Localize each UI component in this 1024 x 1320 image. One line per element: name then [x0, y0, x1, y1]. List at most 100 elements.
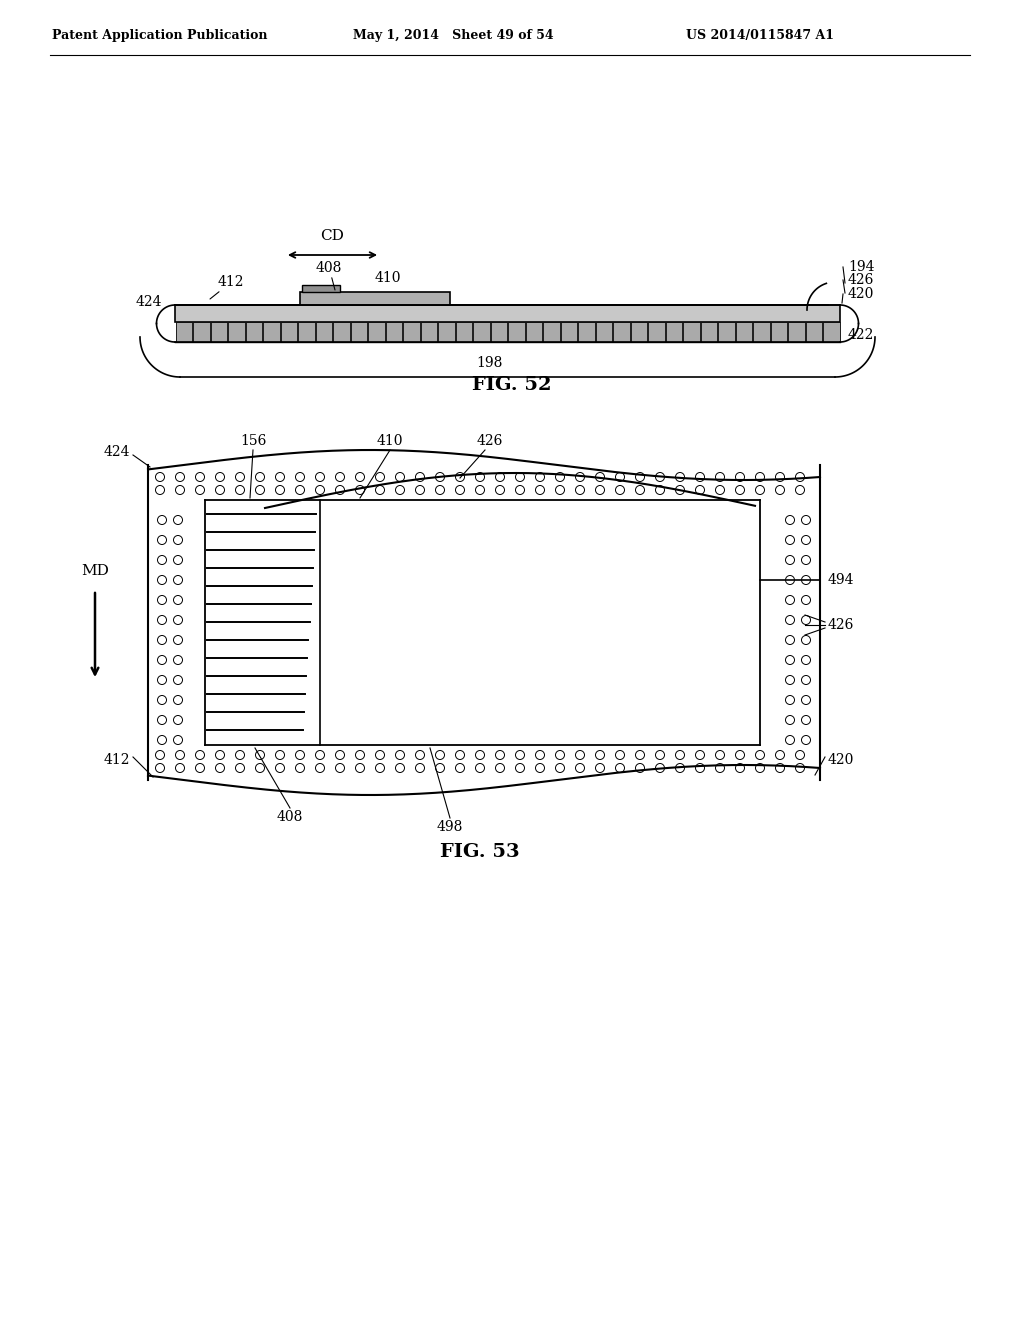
Circle shape	[785, 696, 795, 705]
Bar	[735, 322, 752, 342]
Circle shape	[456, 473, 465, 482]
Circle shape	[802, 556, 811, 565]
Bar	[193, 322, 210, 342]
Circle shape	[536, 763, 545, 772]
Circle shape	[175, 751, 184, 759]
Circle shape	[173, 656, 182, 664]
Circle shape	[296, 751, 304, 759]
Circle shape	[395, 763, 404, 772]
Circle shape	[615, 486, 625, 495]
Circle shape	[802, 715, 811, 725]
Bar	[302, 285, 340, 292]
Circle shape	[636, 751, 644, 759]
Text: 408: 408	[316, 261, 342, 290]
Bar	[560, 322, 577, 342]
Circle shape	[175, 473, 184, 482]
Circle shape	[156, 751, 165, 759]
Circle shape	[236, 763, 245, 772]
Circle shape	[575, 486, 585, 495]
Circle shape	[615, 473, 625, 482]
Circle shape	[802, 576, 811, 585]
Circle shape	[256, 763, 264, 772]
Circle shape	[215, 751, 224, 759]
Text: 156: 156	[240, 434, 266, 447]
Circle shape	[315, 751, 325, 759]
Text: 498: 498	[437, 820, 463, 834]
Circle shape	[158, 576, 167, 585]
Circle shape	[173, 536, 182, 544]
Text: 494: 494	[828, 573, 854, 587]
Circle shape	[802, 696, 811, 705]
Circle shape	[785, 516, 795, 524]
Circle shape	[355, 763, 365, 772]
Circle shape	[716, 763, 725, 772]
Bar	[385, 322, 402, 342]
Circle shape	[173, 715, 182, 725]
Bar	[300, 292, 450, 305]
Bar	[368, 322, 384, 342]
Circle shape	[456, 486, 465, 495]
Circle shape	[536, 486, 545, 495]
Circle shape	[756, 763, 765, 772]
Circle shape	[555, 751, 564, 759]
Circle shape	[555, 763, 564, 772]
Circle shape	[196, 486, 205, 495]
Circle shape	[555, 473, 564, 482]
Circle shape	[802, 536, 811, 544]
Circle shape	[156, 473, 165, 482]
Circle shape	[785, 536, 795, 544]
Circle shape	[802, 595, 811, 605]
Bar	[421, 322, 437, 342]
Text: 426: 426	[828, 618, 854, 632]
Circle shape	[775, 763, 784, 772]
Circle shape	[785, 715, 795, 725]
Bar	[823, 322, 840, 342]
Circle shape	[236, 473, 245, 482]
Circle shape	[756, 486, 765, 495]
Circle shape	[336, 486, 344, 495]
Circle shape	[785, 676, 795, 685]
Text: 420: 420	[828, 752, 854, 767]
Bar	[438, 322, 455, 342]
Bar	[788, 322, 805, 342]
Circle shape	[173, 696, 182, 705]
Circle shape	[395, 751, 404, 759]
Circle shape	[296, 486, 304, 495]
Circle shape	[355, 473, 365, 482]
Text: May 1, 2014   Sheet 49 of 54: May 1, 2014 Sheet 49 of 54	[352, 29, 553, 41]
Circle shape	[735, 751, 744, 759]
Circle shape	[785, 556, 795, 565]
Bar	[753, 322, 769, 342]
Circle shape	[575, 751, 585, 759]
Circle shape	[676, 751, 684, 759]
Circle shape	[802, 615, 811, 624]
Circle shape	[336, 751, 344, 759]
Bar	[456, 322, 472, 342]
Circle shape	[376, 751, 384, 759]
Bar	[578, 322, 595, 342]
Text: 410: 410	[377, 434, 403, 447]
Circle shape	[676, 486, 684, 495]
Circle shape	[336, 473, 344, 482]
Circle shape	[515, 763, 524, 772]
Bar	[666, 322, 682, 342]
Circle shape	[802, 635, 811, 644]
Circle shape	[802, 516, 811, 524]
Text: MD: MD	[81, 564, 109, 578]
Text: FIG. 53: FIG. 53	[440, 843, 520, 861]
Circle shape	[676, 763, 684, 772]
Circle shape	[175, 763, 184, 772]
Circle shape	[756, 473, 765, 482]
Circle shape	[695, 763, 705, 772]
Circle shape	[173, 556, 182, 565]
Circle shape	[158, 516, 167, 524]
Circle shape	[315, 486, 325, 495]
Bar	[263, 322, 280, 342]
Circle shape	[695, 486, 705, 495]
Bar	[211, 322, 227, 342]
Bar	[806, 322, 822, 342]
Circle shape	[756, 751, 765, 759]
Circle shape	[215, 473, 224, 482]
Bar	[631, 322, 647, 342]
Text: 410: 410	[375, 271, 401, 285]
